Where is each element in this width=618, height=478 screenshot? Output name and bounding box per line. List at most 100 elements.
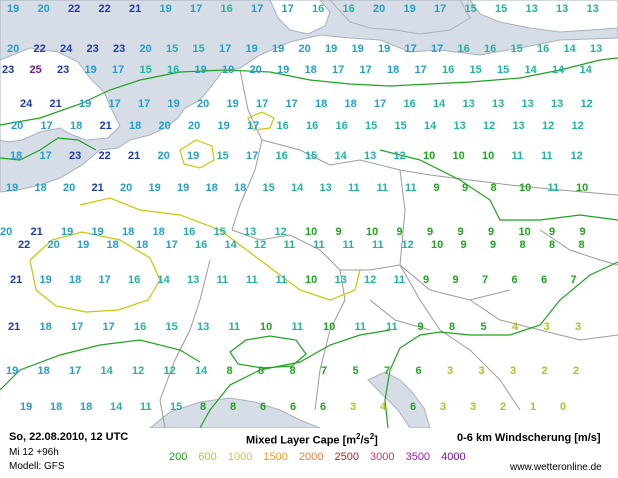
wind-shear-value: 6 <box>512 274 518 286</box>
cape-contours <box>0 57 618 429</box>
wind-shear-value: 20 <box>159 120 171 132</box>
wind-shear-value: 18 <box>234 182 246 194</box>
wind-shear-value: 18 <box>40 321 52 333</box>
wind-shear-value: 14 <box>424 120 437 132</box>
wind-shear-value: 13 <box>454 120 466 132</box>
british-isles <box>0 47 121 143</box>
wind-shear-value: 18 <box>206 182 218 194</box>
wind-shear-value: 17 <box>251 3 263 15</box>
wind-shear-value: 14 <box>291 182 304 194</box>
wind-shear-value: 12 <box>275 226 287 238</box>
wind-shear-value: 10 <box>576 182 588 194</box>
wind-shear-value: 23 <box>69 150 81 162</box>
legend-item-3000: 3000 <box>370 451 395 463</box>
wind-shear-value: 19 <box>187 150 199 162</box>
wind-shear-value: 16 <box>442 64 454 76</box>
wind-shear-value: 16 <box>128 274 140 286</box>
wind-shear-value: 19 <box>6 365 18 377</box>
legend-item-4000: 4000 <box>441 451 466 463</box>
wind-shear-value: 12 <box>581 98 593 110</box>
wind-shear-value: 15 <box>140 64 152 76</box>
wind-shear-value: 16 <box>458 43 470 55</box>
wind-shear-value: 14 <box>195 365 208 377</box>
wind-shear-value: 16 <box>276 150 288 162</box>
legend-item-1000: 1000 <box>227 451 253 463</box>
wind-shear-value: 16 <box>195 239 207 251</box>
wind-shear-value: 19 <box>168 98 180 110</box>
wind-shear-value: 11 <box>229 321 241 333</box>
wind-shear-value: 12 <box>542 120 554 132</box>
wind-shear-value: 8 <box>290 365 296 377</box>
wind-shear-value: 11 <box>548 182 560 194</box>
wind-shear-value: 15 <box>465 3 477 15</box>
wind-shear-value: 20 <box>120 182 132 194</box>
wind-shear-value: 15 <box>470 64 482 76</box>
wind-shear-value: 18 <box>122 226 134 238</box>
wind-shear-value: 11 <box>355 321 367 333</box>
wind-shear-value: 15 <box>214 226 226 238</box>
wind-shear-value: 24 <box>60 43 73 55</box>
wind-shear-value: 18 <box>387 64 399 76</box>
wind-shear-value: 15 <box>166 43 178 55</box>
wind-shear-value: 17 <box>69 365 81 377</box>
wind-shear-value: 3 <box>479 365 485 377</box>
wind-shear-value: 15 <box>170 401 182 413</box>
wind-shear-value: 11 <box>292 321 304 333</box>
wind-shear-value: 7 <box>571 274 577 286</box>
wind-shear-value: 12 <box>394 150 406 162</box>
wind-shear-title: 0-6 km Windscherung [m/s] <box>457 432 601 444</box>
wind-shear-value: 18 <box>35 182 47 194</box>
wind-shear-value: 18 <box>38 365 50 377</box>
wind-shear-value: 6 <box>541 274 547 286</box>
wind-shear-value: 9 <box>488 226 494 238</box>
wind-shear-value: 22 <box>99 3 111 15</box>
legend-item-2500: 2500 <box>334 451 359 463</box>
wind-shear-value: 13 <box>187 274 199 286</box>
wind-shear-value: 15 <box>193 43 205 55</box>
wind-shear-value: 18 <box>10 150 22 162</box>
wind-shear-value: 21 <box>31 226 43 238</box>
cape-title-text: Mixed Layer Cape [m <box>246 434 357 447</box>
wind-shear-value: 13 <box>587 3 599 15</box>
wind-shear-value: 10 <box>305 274 317 286</box>
wind-shear-value: 19 <box>6 182 18 194</box>
wind-shear-value: 21 <box>50 98 62 110</box>
wind-shear-value: 13 <box>526 3 538 15</box>
wind-shear-value: 8 <box>520 239 526 251</box>
wind-shear-value: 0 <box>560 401 566 413</box>
wind-shear-value: 6 <box>320 401 326 413</box>
wind-shear-value: 15 <box>166 321 178 333</box>
wind-shear-value: 19 <box>160 3 172 15</box>
wind-shear-value: 13 <box>463 98 475 110</box>
wind-shear-value: 17 <box>138 98 150 110</box>
wind-shear-value: 19 <box>40 274 52 286</box>
wind-shear-value: 12 <box>132 365 144 377</box>
scandinavia-land <box>269 0 331 35</box>
wind-shear-value: 15 <box>263 182 275 194</box>
wind-shear-value: 17 <box>103 321 115 333</box>
wind-shear-value: 19 <box>352 43 364 55</box>
wind-shear-value: 17 <box>166 239 178 251</box>
wind-shear-value: 23 <box>57 64 69 76</box>
wind-shear-value: 17 <box>112 64 124 76</box>
wind-shear-value: 15 <box>511 43 523 55</box>
wind-shear-value: 19 <box>218 120 230 132</box>
wind-shear-value: 14 <box>580 64 593 76</box>
wind-shear-value: 17 <box>71 321 83 333</box>
wind-shear-value: 17 <box>405 43 417 55</box>
wind-shear-value: 19 <box>79 98 91 110</box>
wind-shear-value: 13 <box>492 98 504 110</box>
wind-shear-value: 14 <box>564 43 577 55</box>
wind-shear-value: 22 <box>18 239 30 251</box>
wind-shear-value: 14 <box>552 64 565 76</box>
wind-shear-value: 17 <box>360 64 372 76</box>
wind-shear-value: 3 <box>470 401 476 413</box>
wind-shear-value: 9 <box>462 182 468 194</box>
wind-shear-value: 17 <box>415 64 427 76</box>
wind-shear-value: 21 <box>128 150 140 162</box>
wind-shear-value: 16 <box>537 43 549 55</box>
wind-shear-value: 10 <box>431 239 443 251</box>
wind-shear-value: 19 <box>378 43 390 55</box>
wind-shear-value: 17 <box>282 3 294 15</box>
wind-shear-value: 19 <box>61 226 73 238</box>
